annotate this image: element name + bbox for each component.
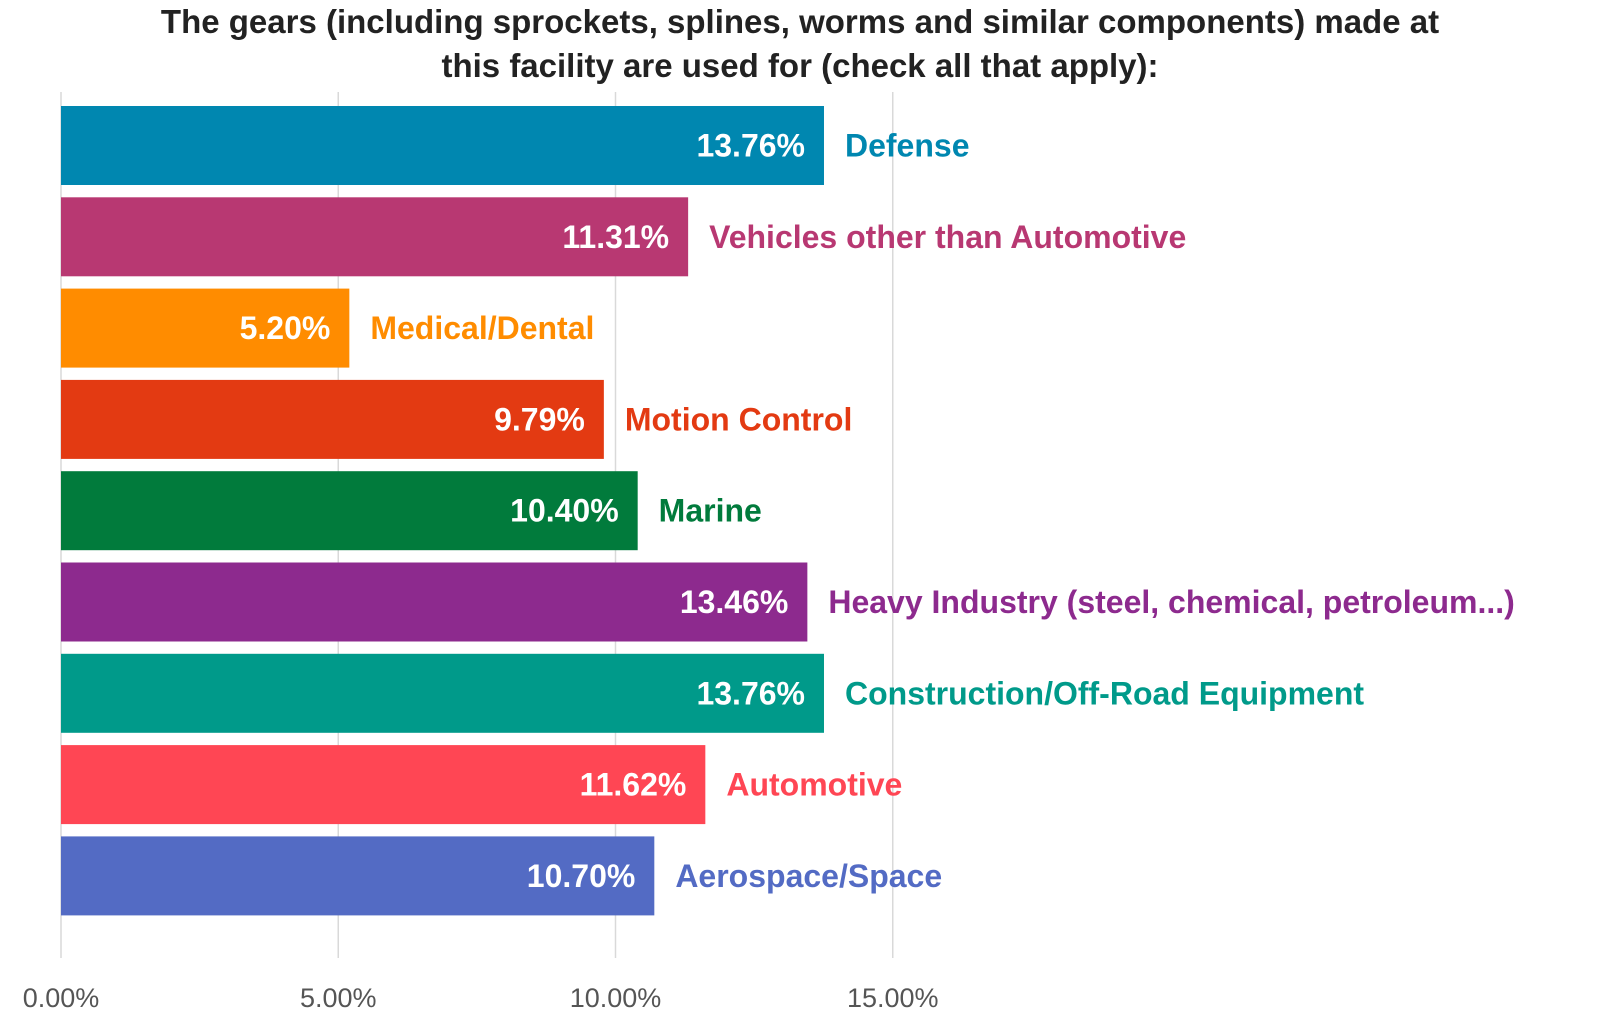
bar-value-label-0: 13.76% [696,128,805,164]
bar-value-label-8: 10.70% [527,858,636,894]
category-label-1: Vehicles other than Automotive [709,219,1186,255]
category-label-7: Automotive [726,767,902,803]
x-axis: 0.00% 5.00% 10.00% 15.00% [23,983,939,1013]
category-label-8: Aerospace/Space [675,858,942,894]
bar-value-label-5: 13.46% [680,584,789,620]
bar-value-label-1: 11.31% [562,219,669,255]
category-label-4: Marine [659,493,762,529]
x-tick-label-1: 5.00% [300,983,377,1013]
bar-value-label-2: 5.20% [240,310,331,346]
x-tick-label-2: 10.00% [570,983,662,1013]
category-label-0: Defense [845,128,970,164]
bar-value-label-4: 10.40% [510,493,619,529]
category-label-5: Heavy Industry (steel, chemical, petrole… [828,584,1514,620]
category-label-3: Motion Control [625,401,852,437]
x-tick-label-0: 0.00% [23,983,100,1013]
category-label-6: Construction/Off-Road Equipment [845,675,1364,711]
bars: 13.76% Defense 11.31% Vehicles other than A… [61,106,1515,915]
category-label-2: Medical/Dental [370,310,594,346]
bar-chart: 13.76% Defense 11.31% Vehicles other than A… [0,0,1600,1033]
bar-value-label-7: 11.62% [580,767,687,803]
bar-value-label-3: 9.79% [494,401,585,437]
bar-value-label-6: 13.76% [696,675,805,711]
x-tick-label-3: 15.00% [847,983,939,1013]
